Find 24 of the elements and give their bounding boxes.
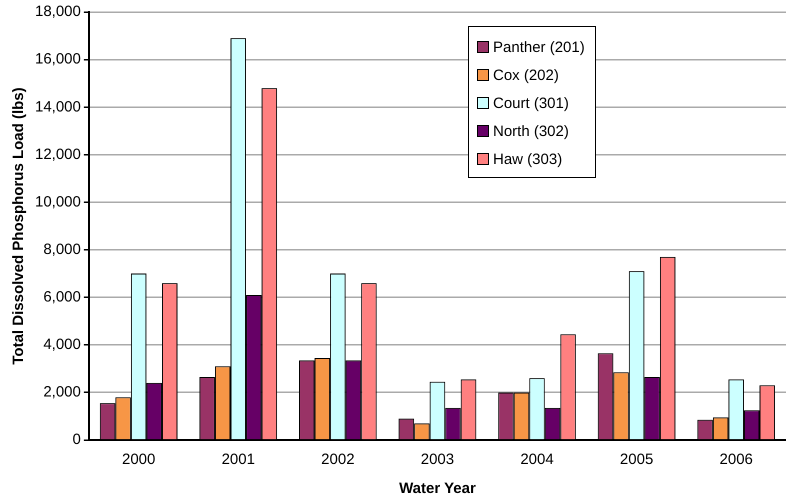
x-tick-label: 2004 (520, 451, 554, 468)
y-tick-label: 14,000 (34, 98, 81, 116)
y-tick-label: 8,000 (43, 240, 81, 258)
x-tick-label: 2005 (620, 451, 654, 468)
legend-label: North (302) (493, 122, 569, 140)
y-tick-label: 16,000 (34, 50, 81, 68)
x-axis-title: Water Year (399, 480, 476, 498)
y-tick-label: 0 (72, 431, 81, 448)
x-tick-label: 2002 (321, 451, 355, 468)
x-tick-label: 2006 (720, 451, 753, 468)
x-tick-label: 2001 (222, 451, 255, 468)
legend-label: Cox (202) (493, 66, 559, 84)
y-tick-label: 12,000 (34, 146, 81, 163)
y-tick-label: 18,000 (34, 3, 81, 20)
x-tick-label: 2000 (122, 451, 156, 468)
y-tick-label: 2,000 (43, 384, 81, 401)
y-tick-label: 4,000 (43, 336, 81, 354)
y-axis-title: Total Dissolved Phosphorus Load (lbs) (10, 87, 28, 365)
y-tick-label: 6,000 (43, 288, 81, 306)
legend-label: Court (301) (493, 94, 569, 112)
legend-label: Haw (303) (493, 150, 562, 168)
y-tick-label: 10,000 (34, 193, 81, 210)
x-tick-label: 2003 (420, 451, 454, 468)
legend-label: Panther (201) (493, 38, 585, 56)
